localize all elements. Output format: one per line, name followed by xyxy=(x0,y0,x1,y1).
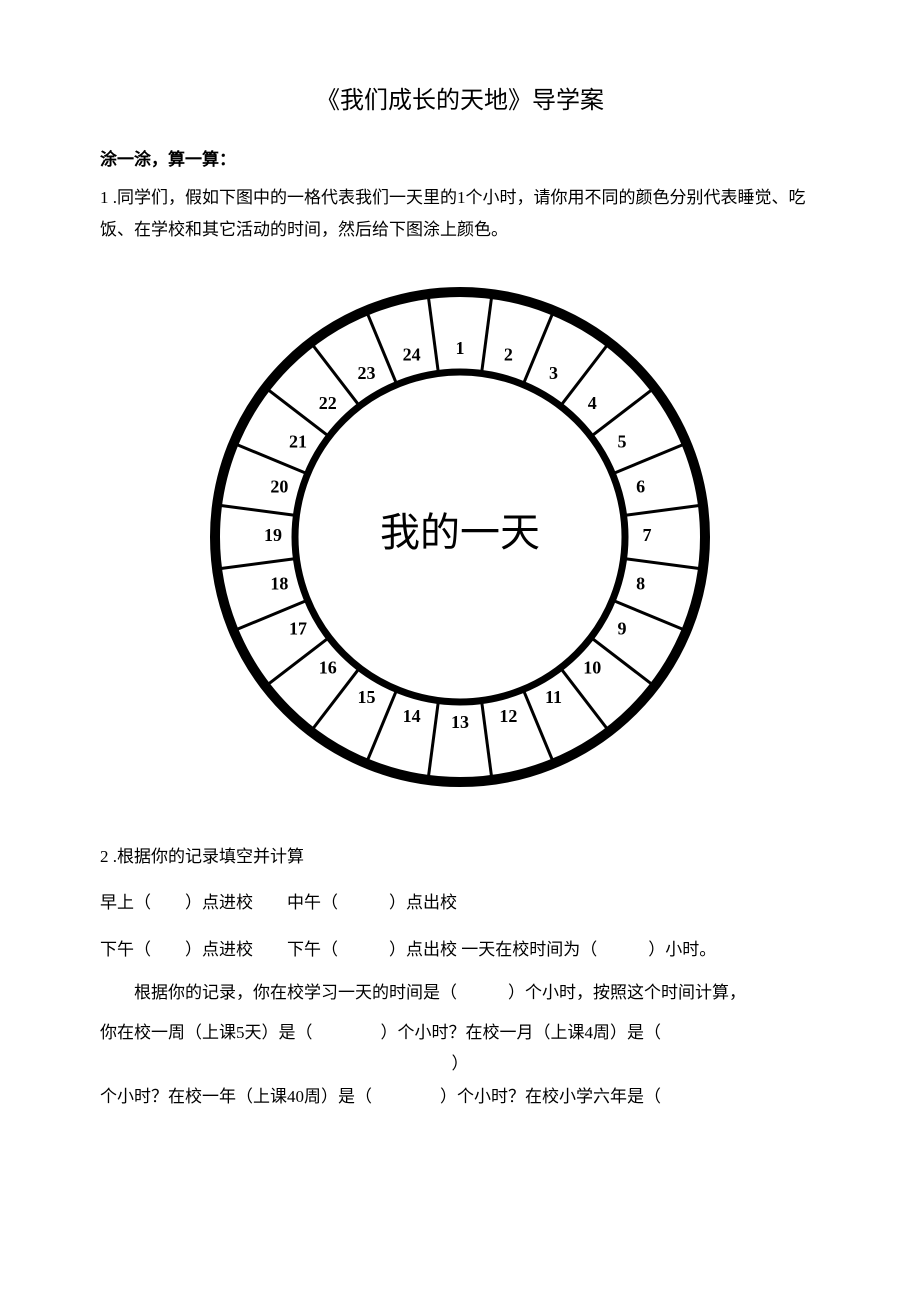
svg-text:2: 2 xyxy=(504,344,513,364)
fill-line-record: 根据你的记录，你在校学习一天的时间是（ ）个小时，按照这个时间计算， xyxy=(100,977,820,1009)
day-clock-chart: 123456789101112131415161718192021222324我… xyxy=(190,267,730,807)
svg-text:24: 24 xyxy=(403,344,421,364)
svg-text:6: 6 xyxy=(636,476,645,496)
svg-text:4: 4 xyxy=(588,392,597,412)
svg-text:12: 12 xyxy=(499,705,517,725)
section-subtitle: 涂一涂，算一算： xyxy=(100,145,820,170)
fill-line-year: 个小时？在校一年（上课40周）是（ ）个小时？在校小学六年是（ xyxy=(100,1081,820,1113)
svg-text:16: 16 xyxy=(319,657,337,677)
svg-text:17: 17 xyxy=(289,618,307,638)
svg-text:15: 15 xyxy=(358,687,376,707)
svg-text:14: 14 xyxy=(403,705,421,725)
clock-chart-container: 123456789101112131415161718192021222324我… xyxy=(100,267,820,807)
svg-text:13: 13 xyxy=(451,712,469,732)
svg-text:20: 20 xyxy=(270,476,288,496)
svg-text:1: 1 xyxy=(456,338,465,358)
svg-text:18: 18 xyxy=(270,573,288,593)
svg-text:8: 8 xyxy=(636,573,645,593)
svg-text:5: 5 xyxy=(617,431,626,451)
fill-line-week: 你在校一周（上课5天）是（ ）个小时？在校一月（上课4周）是（ xyxy=(100,1017,820,1049)
svg-text:9: 9 xyxy=(617,618,626,638)
svg-text:10: 10 xyxy=(583,657,601,677)
fill-line-afternoon: 下午（ ）点进校 下午（ ）点出校 一天在校时间为（ ）小时。 xyxy=(100,930,820,971)
svg-text:我的一天: 我的一天 xyxy=(380,510,540,555)
question-2-header: 2 .根据你的记录填空并计算 xyxy=(100,837,820,878)
svg-text:22: 22 xyxy=(319,392,337,412)
question-1: 1 .同学们，假如下图中的一格代表我们一天里的1个小时，请你用不同的颜色分别代表… xyxy=(100,182,820,247)
page-title: 《我们成长的天地》导学案 xyxy=(100,80,820,115)
svg-text:23: 23 xyxy=(358,363,376,383)
svg-text:3: 3 xyxy=(549,363,558,383)
svg-text:11: 11 xyxy=(545,687,562,707)
center-closing-paren: ） xyxy=(100,1052,820,1076)
svg-text:7: 7 xyxy=(643,525,652,545)
svg-text:21: 21 xyxy=(289,431,307,451)
fill-line-morning: 早上（ ）点进校 中午（ ）点出校 xyxy=(100,883,820,924)
svg-text:19: 19 xyxy=(264,525,282,545)
